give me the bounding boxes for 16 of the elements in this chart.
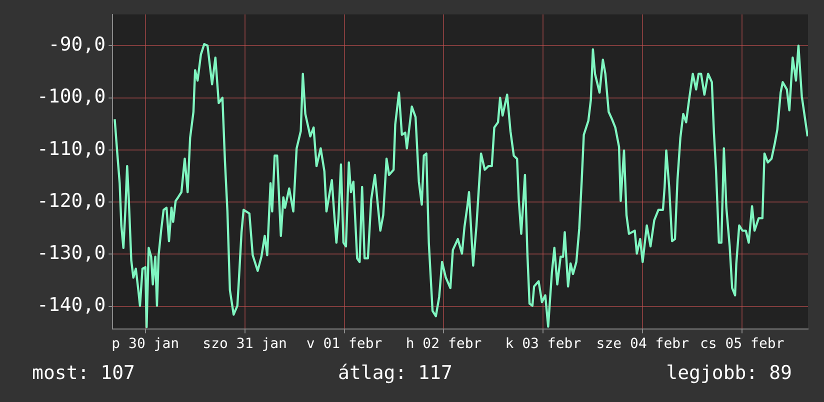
x-tick-label: p 30 jan bbox=[112, 336, 180, 352]
text: legjobb: 89 bbox=[666, 362, 792, 384]
y-tick-label: -140,0 bbox=[36, 294, 106, 316]
x-tick-label: k 03 febr bbox=[505, 336, 582, 352]
x-tick-label: szo 31 jan bbox=[202, 336, 287, 352]
y-tick-label: -100,0 bbox=[36, 86, 106, 108]
x-tick-label: cs 05 febr bbox=[700, 336, 784, 352]
y-tick-label: -120,0 bbox=[36, 190, 106, 212]
x-tick-label: v 01 febr bbox=[306, 336, 382, 352]
x-tick-label: h 02 febr bbox=[406, 336, 482, 352]
y-tick-label: -90,0 bbox=[48, 34, 106, 56]
y-tick-label: -110,0 bbox=[36, 138, 106, 160]
y-tick-label: -130,0 bbox=[36, 242, 106, 264]
text: átlag: 117 bbox=[338, 362, 452, 384]
x-tick-label: sze 04 febr bbox=[596, 336, 690, 352]
text: most: 107 bbox=[32, 362, 135, 384]
